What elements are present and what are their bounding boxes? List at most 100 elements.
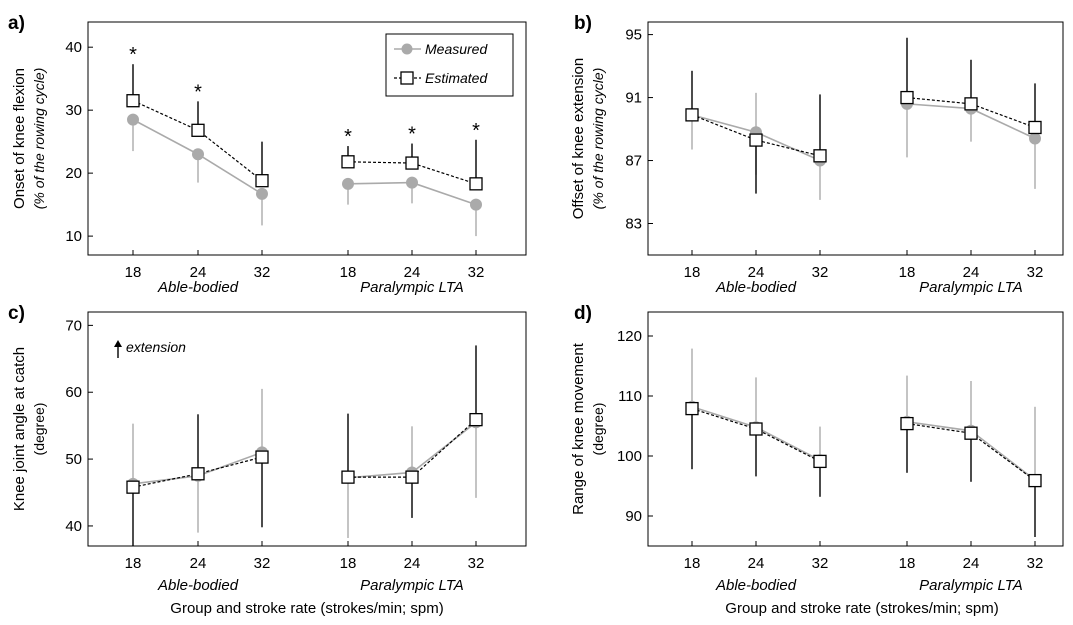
y-tick-label: 30 bbox=[65, 102, 82, 119]
x-tick-label: 24 bbox=[190, 264, 207, 281]
y-tick-label: 83 bbox=[625, 216, 642, 233]
estimated-point bbox=[469, 177, 483, 191]
estimated-line bbox=[347, 161, 477, 185]
significance-star: * bbox=[408, 124, 416, 146]
estimated-point bbox=[813, 149, 827, 163]
measured-point bbox=[256, 187, 268, 200]
group-label: Paralympic LTA bbox=[360, 279, 464, 296]
estimated-line bbox=[906, 423, 1036, 482]
estimated-point bbox=[191, 467, 205, 481]
x-tick-label: 32 bbox=[254, 264, 271, 281]
plot-frame bbox=[647, 21, 1064, 256]
x-tick-label: 32 bbox=[812, 555, 829, 572]
measured-point bbox=[342, 177, 354, 190]
panel-c: c) 40 50 60 70 18 24 32 18 24 32 Able-bodied Paralym… bbox=[8, 303, 527, 594]
x-tick-label: 24 bbox=[190, 555, 207, 572]
measured-point bbox=[192, 148, 204, 161]
legend: Measured Estimated bbox=[385, 33, 514, 97]
estimated-point bbox=[964, 426, 978, 440]
group-label: Paralympic LTA bbox=[919, 577, 1023, 594]
panel-label: c) bbox=[8, 303, 25, 324]
y-tick-label: 20 bbox=[65, 165, 82, 182]
estimated-point bbox=[405, 156, 419, 170]
estimated-point bbox=[469, 412, 483, 427]
y-axis-label: Range of knee movement bbox=[570, 342, 587, 515]
estimated-point bbox=[341, 470, 355, 484]
estimated-point bbox=[813, 454, 827, 469]
x-tick-label: 18 bbox=[125, 555, 142, 572]
panel-b: b) 83 87 91 95 18 24 32 18 24 32 Able-bodied Paralym… bbox=[570, 13, 1064, 296]
group-label: Paralympic LTA bbox=[360, 577, 464, 594]
estimated-point bbox=[749, 422, 763, 436]
estimated-point bbox=[191, 123, 205, 137]
y-axis-sublabel: (% of the rowing cycle) bbox=[31, 68, 47, 210]
x-tick-label: 32 bbox=[468, 555, 485, 572]
estimated-line bbox=[906, 96, 1036, 129]
x-tick-label: 18 bbox=[340, 555, 357, 572]
estimated-point bbox=[126, 480, 140, 494]
y-tick-label: 90 bbox=[625, 508, 642, 525]
group-label: Able-bodied bbox=[715, 279, 797, 296]
y-tick-label: 60 bbox=[65, 384, 82, 401]
y-tick-label: 10 bbox=[65, 228, 82, 245]
measured-point bbox=[127, 113, 139, 126]
y-tick-label: 110 bbox=[618, 388, 642, 405]
x-tick-label: 32 bbox=[1027, 555, 1044, 572]
estimated-point bbox=[900, 90, 914, 105]
y-tick-label: 87 bbox=[625, 153, 642, 170]
estimated-point bbox=[964, 97, 978, 111]
x-tick-label: 18 bbox=[340, 264, 357, 281]
panel-label: b) bbox=[574, 13, 592, 34]
y-axis-sublabel: (degree) bbox=[590, 403, 606, 456]
plot-frame bbox=[87, 311, 527, 547]
measured-point bbox=[470, 198, 482, 211]
panel-d: d) 90 100 110 120 18 24 32 18 24 32 Able-bodied Para… bbox=[570, 303, 1064, 594]
significance-star: * bbox=[194, 81, 202, 103]
group-label: Able-bodied bbox=[157, 279, 239, 296]
plot-frame bbox=[87, 21, 527, 256]
y-axis-label: Knee joint angle at catch bbox=[11, 347, 28, 511]
y-tick-label: 70 bbox=[65, 317, 82, 334]
measured-point bbox=[1029, 132, 1041, 145]
legend-box bbox=[385, 33, 514, 97]
y-tick-label: 100 bbox=[617, 448, 642, 465]
x-tick-label: 24 bbox=[404, 555, 421, 572]
estimated-point bbox=[255, 450, 269, 464]
significance-star: * bbox=[129, 44, 137, 66]
estimated-point bbox=[685, 401, 699, 416]
estimated-point bbox=[405, 470, 419, 484]
x-axis-label: Group and stroke rate (strokes/min; spm) bbox=[170, 600, 443, 617]
y-tick-label: 40 bbox=[65, 39, 82, 56]
measured-point bbox=[406, 176, 418, 189]
plot-frame bbox=[647, 311, 1064, 547]
x-tick-label: 24 bbox=[748, 264, 765, 281]
x-tick-label: 32 bbox=[1027, 264, 1044, 281]
significance-star: * bbox=[472, 120, 480, 142]
estimated-line bbox=[691, 114, 821, 157]
annotation-label: extension bbox=[126, 339, 186, 355]
y-tick-label: 50 bbox=[65, 451, 82, 468]
estimated-point bbox=[1028, 120, 1042, 135]
y-axis-sublabel: (degree) bbox=[31, 403, 47, 456]
x-tick-label: 18 bbox=[684, 264, 701, 281]
x-tick-label: 24 bbox=[963, 555, 980, 572]
legend-estimated-marker bbox=[400, 71, 414, 85]
x-tick-label: 18 bbox=[125, 264, 142, 281]
x-axis-label: Group and stroke rate (strokes/min; spm) bbox=[725, 600, 998, 617]
x-tick-label: 18 bbox=[684, 555, 701, 572]
group-label: Paralympic LTA bbox=[919, 279, 1023, 296]
estimated-point bbox=[1028, 473, 1042, 488]
arrow-head-icon bbox=[114, 340, 122, 347]
legend-measured-marker bbox=[401, 43, 413, 55]
x-tick-label: 18 bbox=[899, 264, 916, 281]
estimated-point bbox=[900, 416, 914, 431]
estimated-line bbox=[348, 419, 477, 478]
panel-label: d) bbox=[574, 303, 592, 324]
y-tick-label: 120 bbox=[617, 328, 642, 345]
legend-estimated-label: Estimated bbox=[425, 70, 488, 86]
y-axis-label: Onset of knee flexion bbox=[11, 68, 28, 209]
x-tick-label: 18 bbox=[899, 555, 916, 572]
panel-label: a) bbox=[8, 13, 25, 34]
